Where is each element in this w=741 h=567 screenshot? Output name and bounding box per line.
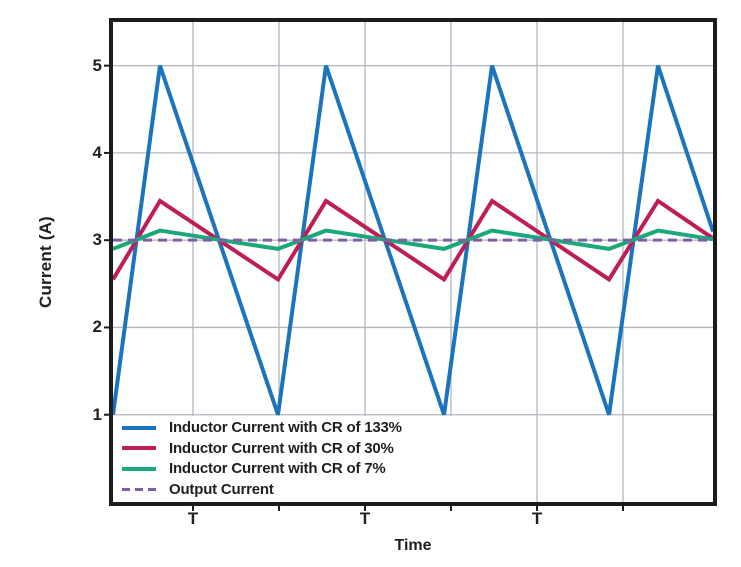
legend-item: Inductor Current with CR of 7%: [113, 459, 459, 479]
x-tick-label: T: [531, 509, 543, 528]
legend-swatch-line: [122, 425, 156, 430]
y-axis-title: Current (A): [36, 216, 55, 308]
y-tick-label: 1: [92, 404, 102, 424]
legend-swatch-dashed-line: [122, 487, 156, 491]
legend-label: Inductor Current with CR of 133%: [169, 419, 402, 437]
legend-swatch-line: [122, 446, 156, 451]
legend-item: Output Current: [113, 479, 459, 499]
series-line-0: [111, 64, 715, 416]
plot-frame: [109, 18, 717, 506]
y-tick-label: 2: [92, 317, 102, 337]
series-line-1: [111, 198, 715, 283]
legend: Inductor Current with CR of 133% Inductor…: [113, 416, 459, 502]
series-line-2: [112, 228, 714, 251]
legend-swatch-line: [122, 466, 156, 471]
legend-item: Inductor Current with CR of 30%: [113, 438, 459, 458]
x-tick-label: T: [187, 509, 199, 528]
legend-label: Inductor Current with CR of 30%: [169, 439, 394, 457]
legend-label: Inductor Current with CR of 7%: [169, 460, 386, 478]
y-tick-label: 5: [92, 55, 102, 75]
legend-label: Output Current: [169, 480, 274, 498]
legend-item: Inductor Current with CR of 133%: [113, 418, 459, 438]
x-axis-title: Time: [394, 537, 432, 554]
x-tick-label: T: [359, 509, 371, 528]
y-tick-label: 4: [92, 142, 102, 162]
y-tick-label: 3: [92, 230, 102, 250]
